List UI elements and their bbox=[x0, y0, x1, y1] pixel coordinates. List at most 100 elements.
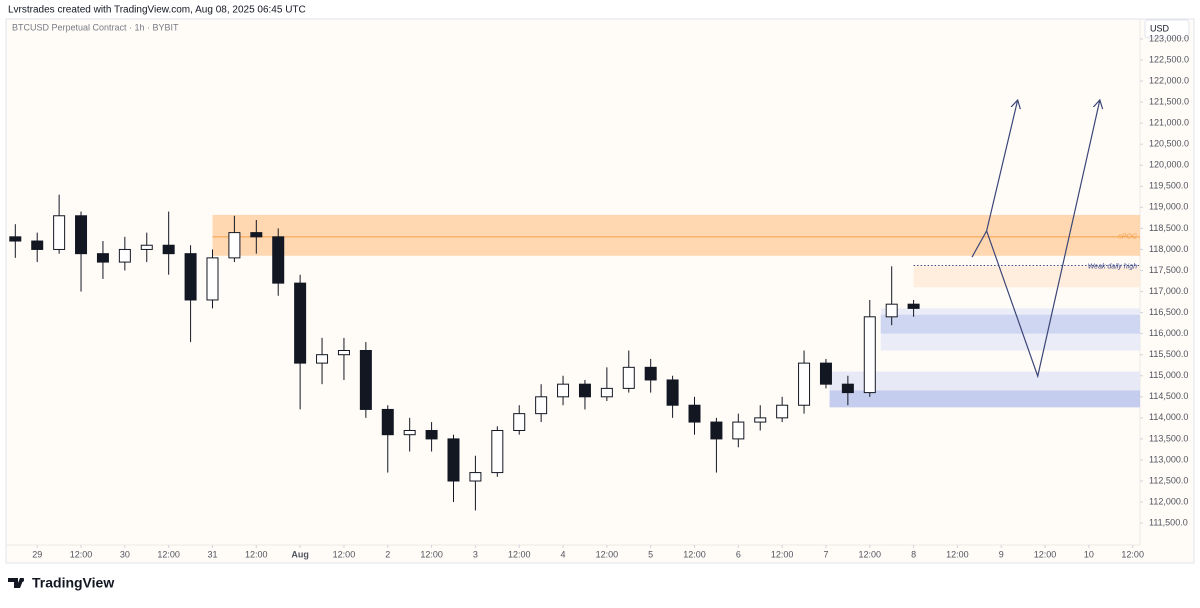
zone bbox=[829, 390, 1140, 408]
candle-body bbox=[819, 362, 832, 385]
y-tick-label: 116,500.0 bbox=[1149, 307, 1188, 317]
candle-body bbox=[403, 429, 416, 436]
candle-body bbox=[885, 303, 898, 318]
arrow bbox=[986, 100, 1100, 379]
level-label: nPOC bbox=[1118, 234, 1138, 241]
x-tick-label: 12:00 bbox=[859, 549, 882, 559]
candle-body bbox=[578, 383, 591, 398]
y-tick-label: 123,000.0 bbox=[1149, 33, 1189, 43]
x-tick-label: 12:00 bbox=[245, 549, 268, 559]
y-tick-label: 115,500.0 bbox=[1149, 349, 1188, 359]
candle-body bbox=[491, 429, 504, 474]
candle-body bbox=[272, 236, 285, 284]
candle-body bbox=[644, 366, 657, 381]
candle-body bbox=[798, 362, 811, 406]
candle-body bbox=[96, 253, 109, 263]
y-tick-label: 118,500.0 bbox=[1149, 223, 1188, 233]
candle-body bbox=[907, 303, 920, 309]
candle-body bbox=[184, 253, 197, 301]
x-tick-label: 7 bbox=[823, 549, 828, 559]
candle-body bbox=[294, 282, 307, 364]
candle-body bbox=[600, 387, 613, 398]
x-tick-label: 4 bbox=[561, 549, 566, 559]
candle-body bbox=[447, 438, 460, 482]
x-tick-label: 12:00 bbox=[333, 549, 356, 559]
x-tick-label: 30 bbox=[120, 549, 130, 559]
y-tick-label: 112,500.0 bbox=[1149, 475, 1188, 485]
brand: TradingView bbox=[32, 575, 114, 591]
y-tick-label: 118,000.0 bbox=[1149, 244, 1188, 254]
candle-body bbox=[425, 429, 438, 440]
candle-body bbox=[666, 379, 679, 406]
credit: Lvrstrades created with TradingView.com,… bbox=[8, 5, 306, 16]
y-tick-label: 113,000.0 bbox=[1149, 454, 1188, 464]
zone bbox=[212, 214, 1140, 256]
candle-body bbox=[206, 257, 219, 301]
y-tick-label: 122,500.0 bbox=[1149, 54, 1189, 64]
candle-body bbox=[622, 366, 635, 389]
y-tick-label: 119,000.0 bbox=[1149, 202, 1188, 212]
candle-body bbox=[118, 248, 131, 263]
x-tick-label: 12:00 bbox=[508, 549, 531, 559]
y-tick-label: 113,500.0 bbox=[1149, 433, 1188, 443]
y-tick-label: 115,000.0 bbox=[1149, 370, 1188, 380]
x-tick-label: 2 bbox=[385, 549, 390, 559]
zone bbox=[880, 314, 1140, 334]
zone bbox=[913, 266, 1140, 288]
x-tick-label: 12:00 bbox=[157, 549, 180, 559]
candle-body bbox=[710, 421, 723, 440]
candle-body bbox=[359, 349, 372, 410]
chart-frame bbox=[5, 18, 1195, 564]
y-tick-label: 121,000.0 bbox=[1149, 118, 1189, 128]
x-tick-label: 6 bbox=[736, 549, 741, 559]
candle-body bbox=[250, 232, 263, 238]
logo bbox=[8, 578, 24, 588]
candle-body bbox=[732, 421, 745, 440]
chart-title: BTCUSD Perpetual Contract · 1h · BYBIT bbox=[12, 22, 179, 32]
x-tick-label: Aug bbox=[291, 549, 309, 559]
candle-body bbox=[75, 215, 88, 255]
candle-body bbox=[140, 244, 153, 250]
candle-body bbox=[53, 215, 66, 250]
candle-body bbox=[754, 417, 767, 423]
candle-body bbox=[9, 236, 22, 242]
x-tick-label: 12:00 bbox=[771, 549, 794, 559]
x-tick-label: 8 bbox=[911, 549, 916, 559]
candle-body bbox=[841, 383, 854, 394]
candle-body bbox=[513, 413, 526, 431]
currency-button[interactable] bbox=[1144, 19, 1190, 39]
candle-body bbox=[863, 316, 876, 394]
x-tick-label: 12:00 bbox=[596, 549, 619, 559]
candle-body bbox=[557, 383, 570, 398]
y-tick-label: 114,500.0 bbox=[1149, 391, 1188, 401]
x-tick-label: 9 bbox=[999, 549, 1004, 559]
x-tick-label: 12:00 bbox=[946, 549, 969, 559]
y-tick-label: 120,500.0 bbox=[1149, 139, 1189, 149]
candle-body bbox=[776, 404, 789, 419]
candle-body bbox=[535, 396, 548, 415]
candle-body bbox=[316, 354, 329, 364]
candle-body bbox=[688, 404, 701, 423]
x-tick-label: 12:00 bbox=[420, 549, 443, 559]
x-tick-label: 12:00 bbox=[70, 549, 93, 559]
x-tick-label: 10 bbox=[1084, 549, 1094, 559]
y-tick-label: 122,000.0 bbox=[1149, 75, 1189, 85]
candle-body bbox=[337, 349, 350, 356]
y-tick-label: 119,500.0 bbox=[1149, 181, 1188, 191]
candle-body bbox=[469, 472, 482, 482]
y-tick-label: 114,000.0 bbox=[1149, 412, 1188, 422]
x-tick-label: 12:00 bbox=[683, 549, 706, 559]
y-tick-label: 121,500.0 bbox=[1149, 96, 1189, 106]
x-tick-label: 5 bbox=[648, 549, 653, 559]
currency: USD bbox=[1150, 23, 1170, 33]
y-tick-label: 112,000.0 bbox=[1149, 496, 1188, 506]
y-tick-label: 111,500.0 bbox=[1149, 517, 1188, 527]
x-tick-label: 12:00 bbox=[1121, 549, 1144, 559]
candle-body bbox=[162, 244, 175, 255]
candle-body bbox=[31, 240, 44, 250]
x-tick-label: 31 bbox=[207, 549, 217, 559]
y-tick-label: 120,000.0 bbox=[1149, 160, 1189, 170]
level-label: Weak daily high bbox=[1088, 263, 1137, 270]
